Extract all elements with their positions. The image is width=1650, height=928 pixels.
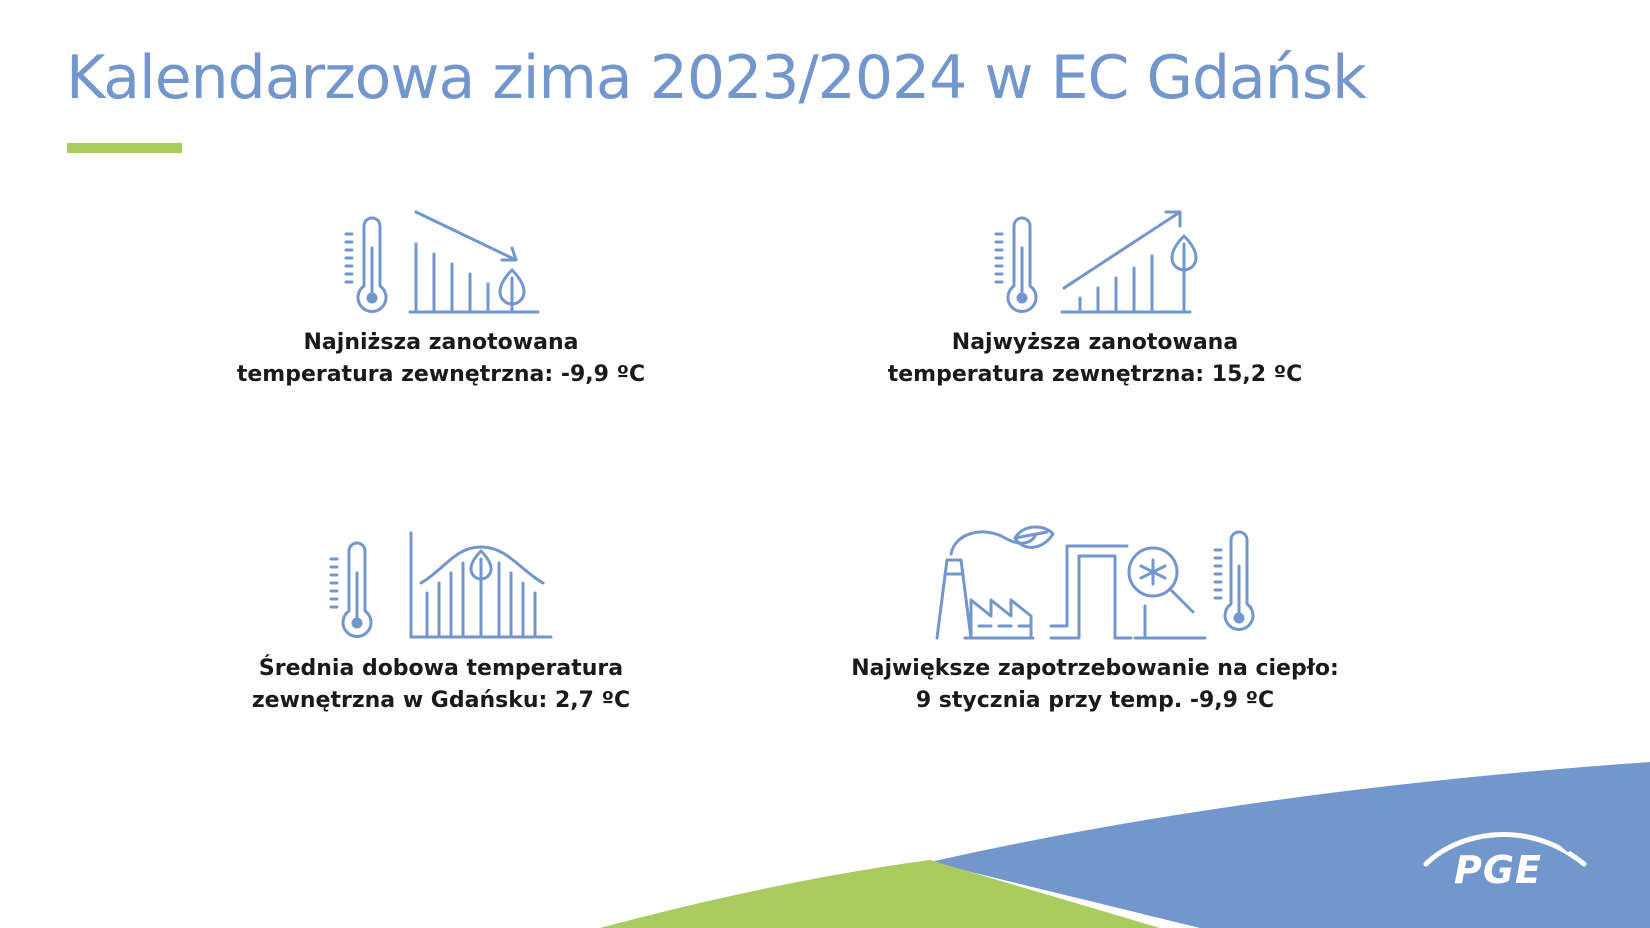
- thermometer-average-curve-icon: [325, 531, 555, 643]
- stat-label: Najwyższa zanotowana: [951, 330, 1239, 355]
- green-wave-shape: [600, 860, 1160, 928]
- stat-card-highest-temperature: Najwyższa zanotowana temperatura zewnętr…: [785, 327, 1405, 391]
- stat-label: Największe zapotrzebowanie na ciepło:: [851, 656, 1339, 681]
- stat-card-lowest-temperature: Najniższa zanotowana temperatura zewnętr…: [131, 327, 751, 391]
- thermometer-rising-chart-icon: [990, 208, 1200, 318]
- logo-arc-icon: [1423, 822, 1587, 867]
- logo-text: PGE: [1454, 848, 1542, 892]
- stat-label: Średnia dobowa temperatura: [258, 656, 624, 681]
- stat-value: temperatura zewnętrzna: -9,9 ºC: [236, 362, 646, 387]
- thermometer-falling-chart-icon: [340, 208, 540, 318]
- stat-value: temperatura zewnętrzna: 15,2 ºC: [887, 362, 1303, 387]
- stat-card-average-temperature: Średnia dobowa temperatura zewnętrzna w …: [131, 653, 751, 717]
- stat-label: Najniższa zanotowana: [303, 330, 579, 355]
- page-title: Kalendarzowa zima 2023/2024 w EC Gdańsk: [66, 43, 1367, 113]
- pge-logo: PGE: [1418, 818, 1588, 898]
- stat-card-peak-heat-demand: Największe zapotrzebowanie na ciepło: 9 …: [785, 653, 1405, 717]
- factory-heat-pipe-icon: [935, 525, 1265, 642]
- stat-value: 9 stycznia przy temp. -9,9 ºC: [915, 688, 1275, 713]
- title-accent-bar: [67, 143, 182, 153]
- stat-value: zewnętrzna w Gdańsku: 2,7 ºC: [251, 688, 631, 713]
